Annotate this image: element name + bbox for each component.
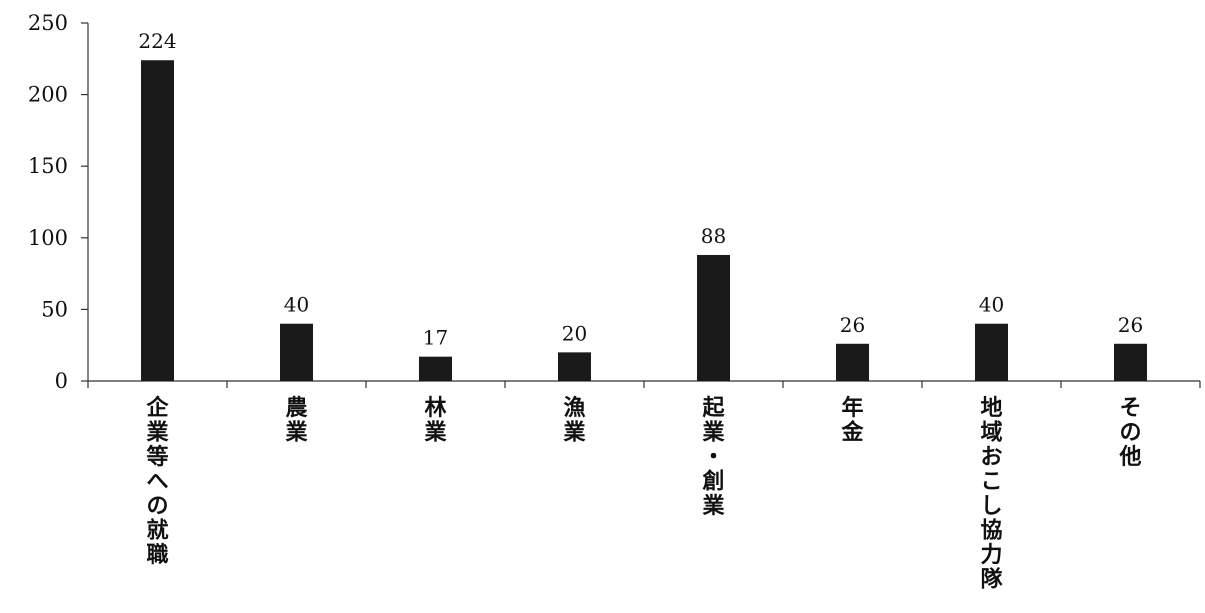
bar — [836, 343, 869, 381]
y-tick-label: 150 — [28, 154, 68, 178]
bar — [558, 352, 591, 381]
bar — [419, 356, 452, 381]
data-label: 40 — [979, 293, 1004, 317]
y-tick-label: 0 — [55, 369, 68, 393]
x-tick-label: 漁業 — [563, 395, 586, 446]
x-tick-label: 年金 — [840, 395, 864, 446]
data-label: 20 — [562, 321, 587, 345]
data-label: 88 — [701, 224, 726, 248]
data-label: 40 — [284, 293, 309, 317]
bar — [975, 323, 1008, 381]
y-tick-label: 200 — [28, 83, 68, 107]
bar — [280, 323, 313, 381]
x-tick-label: 林業 — [424, 396, 447, 446]
x-tick-label: 企業等への就職 — [145, 395, 169, 568]
bar — [697, 254, 730, 381]
bar — [1114, 343, 1147, 381]
x-tick-label: 地域おこし協力隊 — [980, 396, 1003, 593]
y-tick-label: 250 — [28, 11, 68, 35]
bar — [141, 60, 174, 382]
data-label: 17 — [423, 326, 448, 350]
x-tick-label: 農業 — [285, 396, 308, 446]
y-tick-label: 50 — [41, 297, 68, 321]
data-label: 26 — [1118, 313, 1143, 337]
y-tick-label: 100 — [28, 226, 68, 250]
x-tick-label: その他 — [1118, 396, 1141, 470]
data-label: 26 — [840, 313, 865, 337]
data-label: 224 — [138, 29, 176, 53]
x-tick-label: 起業・創業 — [701, 396, 725, 519]
